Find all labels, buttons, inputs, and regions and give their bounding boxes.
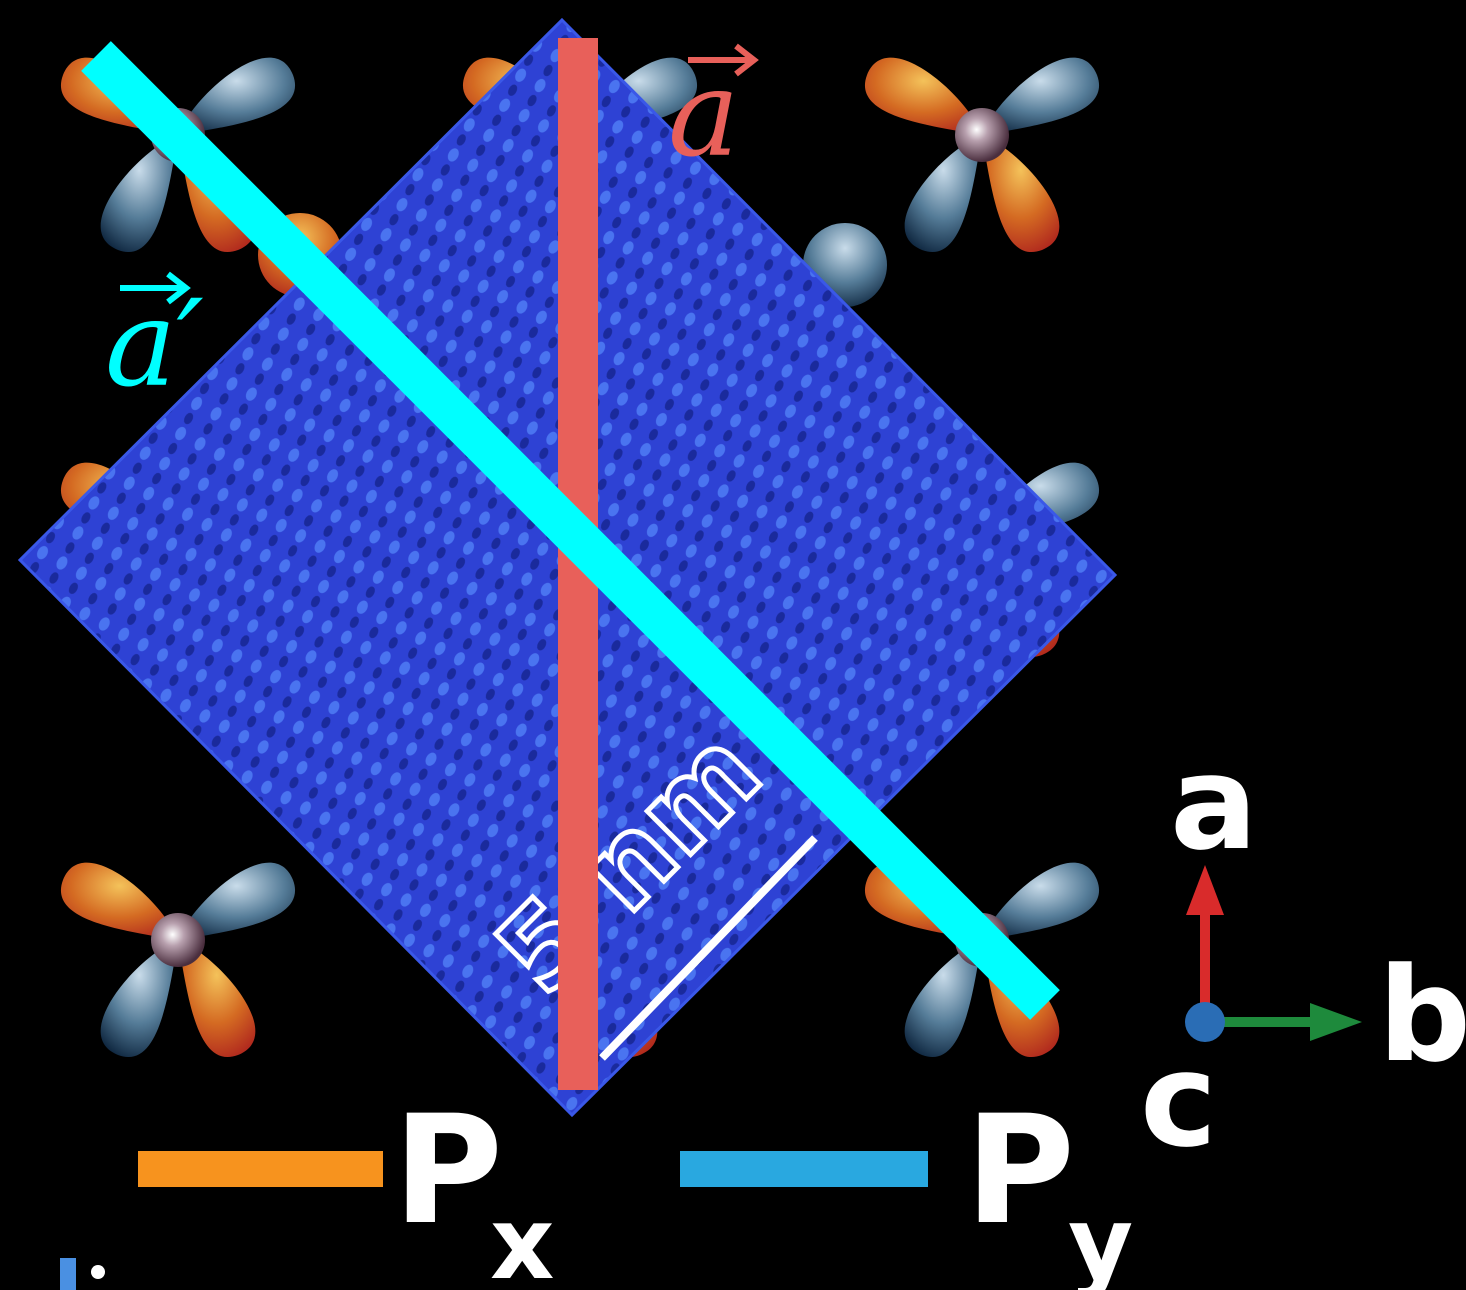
legend-py-label: P xyxy=(965,1084,1075,1258)
legend-px-subscript: x xyxy=(490,1185,555,1290)
orbital-bottom-left xyxy=(60,862,296,1058)
legend-px-swatch xyxy=(138,1151,383,1187)
axis-b-label: b xyxy=(1378,939,1466,1091)
axis-c-dot xyxy=(1185,1002,1225,1042)
scale-bar-line xyxy=(599,835,818,1061)
axis-c-label: c xyxy=(1140,1024,1217,1176)
legend-py-swatch xyxy=(680,1151,928,1187)
axis-a-arrowhead xyxy=(1186,865,1224,915)
vector-a-prime: a′ xyxy=(81,41,1060,1020)
legend: P x P y xyxy=(138,1084,1133,1290)
legend-py-subscript: y xyxy=(1068,1185,1133,1290)
axis-b-arrowhead xyxy=(1310,1003,1362,1041)
vector-a-prime-label: a′ xyxy=(105,275,204,414)
axes-indicator: a b c xyxy=(1140,727,1466,1176)
vector-a-prime-line xyxy=(81,41,1060,1020)
legend-px-label: P xyxy=(393,1084,503,1258)
cropped-fragment xyxy=(60,1258,105,1290)
arrow-icon xyxy=(120,271,191,305)
vector-a-label: a xyxy=(668,45,740,184)
axis-a-label: a xyxy=(1170,727,1258,879)
arrow-icon xyxy=(688,43,759,77)
orbital-top-right xyxy=(864,57,1100,253)
